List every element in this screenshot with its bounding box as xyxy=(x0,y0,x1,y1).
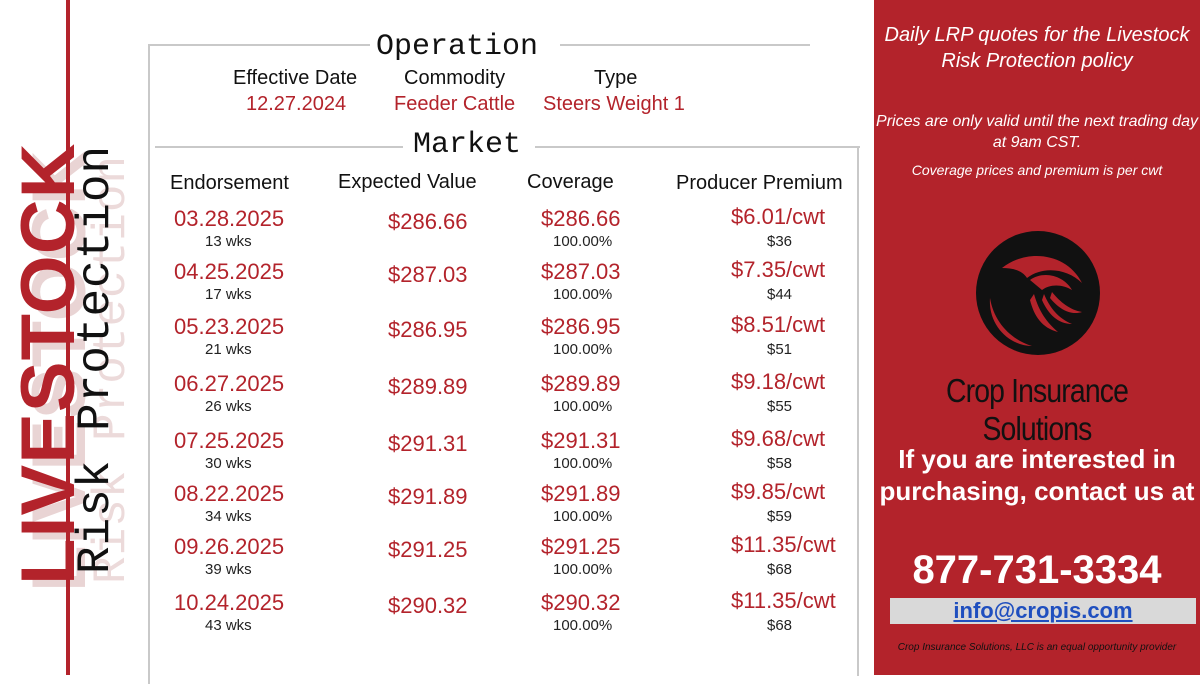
unit-note: Coverage prices and premium is per cwt xyxy=(911,162,1163,178)
premium-per-cwt: $11.35/cwt xyxy=(731,588,836,613)
expected-value: $287.03 xyxy=(388,262,468,287)
contact-sidebar: Daily LRP quotes for the Livestock Risk … xyxy=(874,0,1200,675)
coverage-price: $291.89 xyxy=(541,481,621,506)
market-frame-line-left xyxy=(155,146,403,148)
type-value: Steers Weight 1 xyxy=(543,93,685,115)
endorsement-date: 06.27.2025 xyxy=(174,371,285,396)
coverage-price: $286.95 xyxy=(541,314,621,339)
coverage-percent: 100.00% xyxy=(553,617,613,634)
coverage-percent: 100.00% xyxy=(553,455,613,472)
market-frame-line xyxy=(535,146,860,148)
endorsement-weeks: 17 wks xyxy=(205,286,252,303)
coverage-percent: 100.00% xyxy=(553,508,613,525)
endorsement-date: 03.28.2025 xyxy=(174,206,285,231)
premium-total: $68 xyxy=(767,617,793,634)
endorsement-weeks: 34 wks xyxy=(205,508,252,525)
premium-total: $44 xyxy=(767,286,793,303)
effective-date-label: Effective Date xyxy=(233,67,358,89)
expected-value: $291.89 xyxy=(388,484,468,509)
coverage-price: $291.25 xyxy=(541,534,621,559)
vertical-branding: LIVESTOCK LIVESTOCK Risk Protection Risk… xyxy=(0,0,138,675)
endorsement-date: 09.26.2025 xyxy=(174,534,285,559)
endorsement-weeks: 30 wks xyxy=(205,455,252,472)
premium-total: $59 xyxy=(767,508,793,525)
crop-insurance-logo-icon xyxy=(976,231,1100,355)
coverage-percent: 100.00% xyxy=(553,561,613,578)
premium-total: $55 xyxy=(767,398,793,415)
market-frame-right xyxy=(857,146,859,676)
type-label: Type xyxy=(594,67,638,89)
company-name: Crop Insurance Solutions xyxy=(946,372,1129,447)
endorsement-date: 08.22.2025 xyxy=(174,481,285,506)
commodity-label: Commodity xyxy=(404,67,506,89)
endorsement-date: 07.25.2025 xyxy=(174,428,285,453)
operation-title: Operation xyxy=(376,30,539,64)
vertical-divider xyxy=(66,0,70,675)
expected-value: $291.25 xyxy=(388,537,468,562)
endorsement-date: 10.24.2025 xyxy=(174,590,285,615)
operation-frame xyxy=(148,44,370,684)
premium-per-cwt: $11.35/cwt xyxy=(731,532,836,557)
sidebar-intro: Daily LRP quotes for the Livestock Risk … xyxy=(884,24,1190,72)
endorsement-weeks: 13 wks xyxy=(205,233,252,250)
email-link[interactable]: info@cropis.com xyxy=(953,598,1133,623)
expected-value: $286.66 xyxy=(388,209,468,234)
coverage-percent: 100.00% xyxy=(553,286,613,303)
coverage-header: Coverage xyxy=(527,171,614,193)
effective-date-value: 12.27.2024 xyxy=(246,93,347,115)
expected-value: $286.95 xyxy=(388,317,468,342)
expected-value: $291.31 xyxy=(388,431,468,456)
coverage-price: $287.03 xyxy=(541,259,621,284)
premium-per-cwt: $8.51/cwt xyxy=(731,312,826,337)
endorsement-weeks: 39 wks xyxy=(205,561,252,578)
call-to-action: If you are interested in purchasing, con… xyxy=(879,444,1195,506)
coverage-price: $289.89 xyxy=(541,371,621,396)
endorsement-date: 04.25.2025 xyxy=(174,259,285,284)
operation-frame-line xyxy=(560,44,810,46)
coverage-price: $291.31 xyxy=(541,428,621,453)
endorsement-weeks: 26 wks xyxy=(205,398,252,415)
market-title: Market xyxy=(413,128,522,162)
endorsement-header: Endorsement xyxy=(170,172,289,194)
validity-note: Prices are only valid until the next tra… xyxy=(876,113,1198,151)
coverage-percent: 100.00% xyxy=(553,233,613,250)
email-box: info@cropis.com xyxy=(890,598,1196,624)
coverage-percent: 100.00% xyxy=(553,341,613,358)
premium-total: $68 xyxy=(767,561,793,578)
coverage-price: $286.66 xyxy=(541,206,621,231)
producer-premium-header: Producer Premium xyxy=(676,172,843,194)
expected-value: $289.89 xyxy=(388,374,468,399)
risk-protection-subtitle: Risk Protection xyxy=(70,144,122,574)
phone-number[interactable]: 877-731-3334 xyxy=(912,548,1162,592)
endorsement-date: 05.23.2025 xyxy=(174,314,285,339)
premium-total: $51 xyxy=(767,341,793,358)
premium-per-cwt: $6.01/cwt xyxy=(731,204,826,229)
expected-value-header: Expected Value xyxy=(338,171,477,193)
premium-per-cwt: $9.18/cwt xyxy=(731,369,826,394)
premium-per-cwt: $9.68/cwt xyxy=(731,426,826,451)
premium-total: $36 xyxy=(767,233,793,250)
coverage-price: $290.32 xyxy=(541,590,621,615)
expected-value: $290.32 xyxy=(388,593,468,618)
premium-total: $58 xyxy=(767,455,793,472)
premium-per-cwt: $9.85/cwt xyxy=(731,479,826,504)
endorsement-weeks: 21 wks xyxy=(205,341,252,358)
coverage-percent: 100.00% xyxy=(553,398,613,415)
equal-opportunity-note: Crop Insurance Solutions, LLC is an equa… xyxy=(897,642,1177,653)
endorsement-weeks: 43 wks xyxy=(205,617,252,634)
commodity-value: Feeder Cattle xyxy=(394,93,516,115)
premium-per-cwt: $7.35/cwt xyxy=(731,257,826,282)
